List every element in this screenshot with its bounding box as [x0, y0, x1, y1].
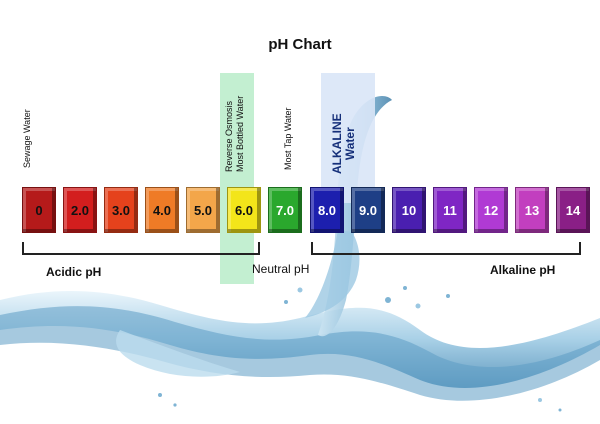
ph-swatch: 3.0 — [104, 187, 138, 233]
alkaline-range-bracket — [311, 242, 581, 255]
neutral-range-label: Neutral pH — [252, 262, 310, 276]
ph-swatch: 14 — [556, 187, 590, 233]
alkaline-range-label: Alkaline pH — [490, 263, 556, 277]
chart-title: pH Chart — [268, 36, 332, 53]
alkaline-water-highlight-band — [321, 73, 375, 203]
ph-swatch: 2.0 — [63, 187, 97, 233]
ph-swatch: 5.0 — [186, 187, 220, 233]
ph-swatch: 10 — [392, 187, 426, 233]
reverse-osmosis-label: Reverse Osmosis Most Bottled Water — [224, 96, 246, 172]
ph-swatch: 7.0 — [268, 187, 302, 233]
ph-swatch: 4.0 — [145, 187, 179, 233]
ph-swatch: 9.0 — [351, 187, 385, 233]
sewage-water-label: Sewage Water — [22, 109, 32, 168]
tap-water-label: Most Tap Water — [283, 107, 293, 170]
ph-swatch: 13 — [515, 187, 549, 233]
ph-swatch: 8.0 — [310, 187, 344, 233]
ph-swatch: 0 — [22, 187, 56, 233]
ph-swatch: 11 — [433, 187, 467, 233]
reverse-osmosis-highlight-band — [220, 73, 254, 284]
reverse-osmosis-line: Reverse Osmosis — [224, 100, 234, 172]
ph-swatch: 12 — [474, 187, 508, 233]
water-line: Water — [343, 127, 357, 161]
ph-swatch: 6.0 — [227, 187, 261, 233]
acidic-range-bracket — [22, 242, 260, 255]
bottled-water-line: Most Bottled Water — [235, 95, 245, 172]
alkaline-water-label: ALKALINE Water — [330, 113, 357, 174]
acidic-range-label: Acidic pH — [46, 265, 102, 279]
